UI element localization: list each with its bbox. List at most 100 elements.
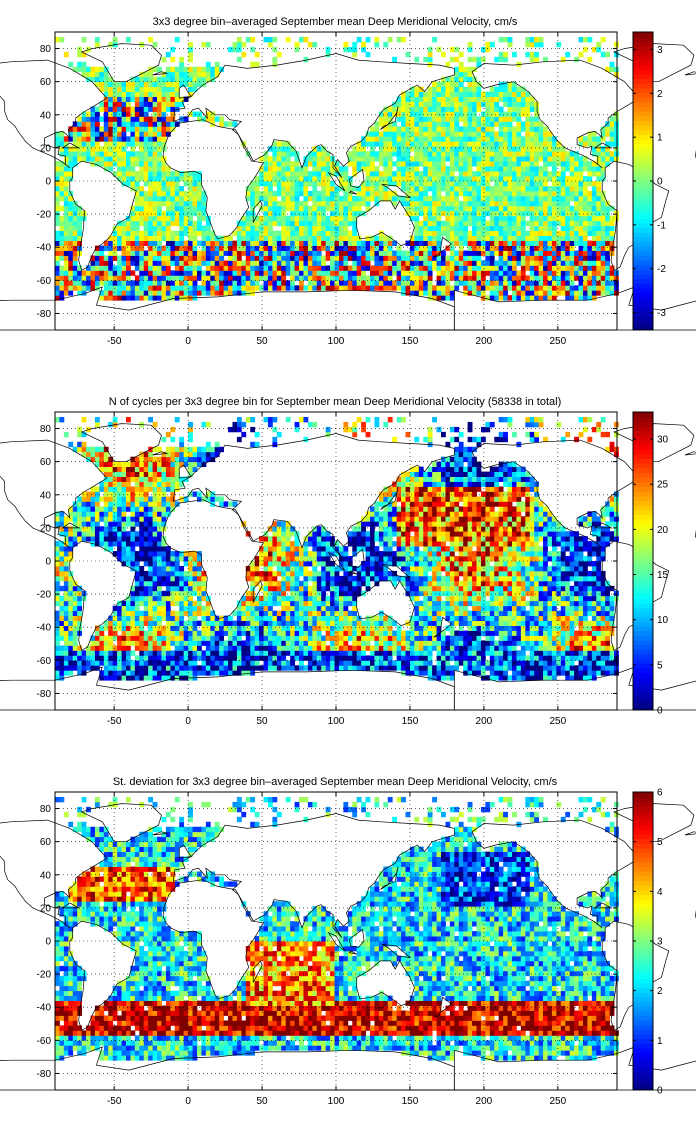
heat-cell xyxy=(259,235,264,241)
heat-cell xyxy=(485,675,491,681)
heat-cell xyxy=(210,240,216,246)
heat-cell xyxy=(143,280,149,286)
heat-cell xyxy=(276,200,282,207)
heat-cell xyxy=(551,230,557,237)
heat-cell xyxy=(201,275,207,281)
heat-cell xyxy=(77,141,83,147)
heat-cell xyxy=(63,195,69,202)
heat-cell xyxy=(494,240,500,246)
heat-cell xyxy=(565,670,571,676)
heat-cell xyxy=(179,56,185,63)
heat-cell xyxy=(294,650,300,656)
heat-cell xyxy=(334,235,340,241)
heat-cell xyxy=(290,265,295,271)
heat-cell xyxy=(582,161,588,167)
heat-cell xyxy=(503,176,508,182)
heat-cell xyxy=(551,655,557,661)
heat-cell xyxy=(489,215,495,222)
heat-cell xyxy=(330,260,335,266)
heat-cell xyxy=(467,131,473,137)
heat-cell xyxy=(578,225,584,232)
heat-cell xyxy=(250,235,256,241)
heat-cell xyxy=(436,210,442,217)
heat-cell xyxy=(263,166,269,172)
heat-cell xyxy=(423,136,429,142)
heat-cell xyxy=(445,126,451,132)
heat-cell xyxy=(503,270,508,276)
heat-cell xyxy=(201,250,207,256)
heat-cell xyxy=(498,161,504,167)
heat-cell xyxy=(356,280,362,286)
heat-cell xyxy=(582,156,588,162)
heat-cell xyxy=(121,136,127,142)
heat-cell xyxy=(591,210,597,217)
heat-cell xyxy=(59,171,65,177)
heat-cell xyxy=(205,265,211,271)
heat-cell xyxy=(436,176,442,182)
heat-cell xyxy=(582,185,588,192)
heat-cell xyxy=(605,250,611,256)
heat-cell xyxy=(174,650,180,656)
heat-cell xyxy=(574,265,579,271)
heat-cell xyxy=(472,275,477,281)
heat-cell xyxy=(578,161,584,167)
heat-cell xyxy=(476,650,482,656)
heat-cell xyxy=(134,245,140,251)
heat-cell xyxy=(507,250,513,256)
heat-cell xyxy=(236,220,242,227)
heat-cell xyxy=(170,660,176,666)
heat-cell xyxy=(449,655,455,661)
heat-cell xyxy=(467,141,473,147)
heat-cell xyxy=(374,275,380,281)
heat-cell xyxy=(480,116,486,122)
heat-cell xyxy=(436,136,442,142)
heat-cell xyxy=(378,195,384,202)
heat-cell xyxy=(68,255,74,261)
heat-cell xyxy=(498,171,504,177)
heat-cell xyxy=(370,176,375,182)
heat-cell xyxy=(307,215,313,222)
heat-cell xyxy=(108,166,114,172)
heat-cell xyxy=(574,205,579,212)
heat-cell xyxy=(445,131,451,137)
heat-cell xyxy=(525,141,531,147)
x-tick-label: 150 xyxy=(402,336,419,347)
heat-cell xyxy=(241,665,247,671)
heat-cell xyxy=(157,200,162,207)
heat-cell xyxy=(498,280,504,286)
heat-cell xyxy=(418,176,424,182)
heat-cell xyxy=(374,156,380,162)
heat-cell xyxy=(259,240,264,246)
heat-cell xyxy=(556,161,562,167)
heat-cell xyxy=(489,265,495,271)
heat-cell xyxy=(72,141,78,147)
heat-cell xyxy=(392,131,398,137)
heat-cell xyxy=(494,166,500,172)
heat-cell xyxy=(174,660,180,666)
heat-cell xyxy=(201,225,207,232)
heat-cell xyxy=(467,101,473,107)
heat-cell xyxy=(472,121,477,127)
heat-cell xyxy=(183,255,189,261)
heat-cell xyxy=(108,280,114,286)
heat-cell xyxy=(219,265,224,271)
heat-cell xyxy=(294,665,300,671)
heat-cell xyxy=(63,270,69,276)
heat-cell xyxy=(343,235,349,241)
colorbar-swatch xyxy=(633,302,653,308)
colorbar-swatch xyxy=(633,222,653,229)
heat-cell xyxy=(303,176,309,182)
heat-cell xyxy=(139,106,145,112)
heat-cell xyxy=(267,660,273,666)
heat-cell xyxy=(121,230,127,237)
heat-cell xyxy=(316,166,322,172)
heat-cell xyxy=(423,116,429,122)
colorbar-swatch xyxy=(633,292,653,298)
heat-cell xyxy=(516,675,522,681)
heat-cell xyxy=(303,185,309,192)
heat-cell xyxy=(383,280,389,286)
heat-cell xyxy=(560,176,566,182)
heat-cell xyxy=(578,665,584,671)
heat-cell xyxy=(321,660,327,666)
heat-cell xyxy=(551,250,557,256)
